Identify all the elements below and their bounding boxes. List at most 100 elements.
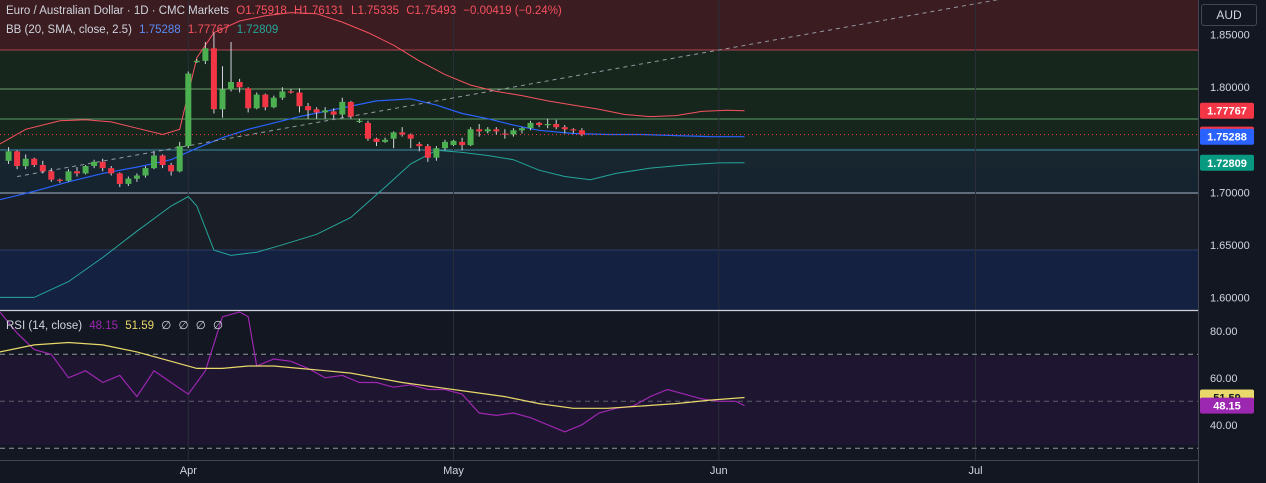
candle[interactable] (296, 88, 303, 113)
candle[interactable] (125, 176, 132, 186)
candle[interactable] (31, 157, 38, 168)
rsi-axis[interactable]: 80.00 60.00 40.00 (1210, 326, 1238, 432)
candle[interactable] (22, 154, 29, 170)
candle[interactable] (382, 137, 389, 143)
ohlc-open: O1.75918 (236, 5, 287, 17)
candle[interactable] (48, 168, 55, 182)
candle[interactable] (493, 127, 500, 135)
candle-body (99, 161, 106, 169)
time-axis[interactable]: Apr May Jun Jul (180, 465, 983, 477)
candle[interactable] (219, 66, 226, 118)
candle[interactable] (433, 146, 440, 161)
candle[interactable] (527, 120, 534, 131)
candle-body (245, 88, 252, 109)
candle[interactable] (193, 58, 200, 64)
candle[interactable] (151, 151, 157, 170)
bb-lower-value: 1.72809 (236, 24, 279, 36)
candle[interactable] (65, 169, 72, 182)
candle[interactable] (570, 128, 577, 134)
candle[interactable] (450, 139, 457, 147)
candle[interactable] (373, 137, 380, 147)
symbol-legend[interactable]: Euro / Australian Dollar · 1D · CMC Mark… (6, 5, 566, 17)
candle[interactable] (168, 162, 175, 176)
candle[interactable] (399, 127, 406, 137)
candle[interactable] (82, 164, 89, 175)
price-tick-label: 1.80000 (1210, 82, 1250, 94)
candle-body (39, 165, 46, 172)
candle[interactable] (245, 87, 252, 113)
candle[interactable] (116, 172, 123, 188)
candle[interactable] (99, 158, 106, 172)
candle[interactable] (108, 166, 115, 176)
candle[interactable] (14, 150, 21, 170)
candle[interactable] (467, 127, 474, 147)
candle[interactable] (236, 78, 243, 93)
candle[interactable] (578, 128, 585, 137)
candle[interactable] (322, 107, 329, 119)
candle[interactable] (416, 141, 423, 152)
candle[interactable] (228, 42, 234, 92)
candle[interactable] (510, 128, 517, 137)
candlesticks[interactable] (5, 32, 585, 188)
candle[interactable] (313, 107, 320, 119)
rsi-legend[interactable]: RSI (14, close) 48.15 51.59 ∅ ∅ ∅ ∅ (6, 318, 227, 332)
price-tag: 1.77767 (1200, 102, 1254, 119)
candle-body (82, 166, 89, 174)
candle[interactable] (347, 100, 354, 119)
candle[interactable] (561, 125, 568, 134)
bb-label[interactable]: BB (20, SMA, close, 2.5) (6, 24, 132, 36)
candle[interactable] (365, 120, 371, 141)
candle[interactable] (39, 160, 46, 174)
candle[interactable] (210, 32, 217, 114)
ohlc-change: −0.00419 (−0.24%) (463, 5, 562, 17)
candle[interactable] (459, 137, 466, 151)
candle[interactable] (287, 89, 294, 94)
candle[interactable] (553, 119, 560, 130)
candle-body (484, 129, 491, 132)
candle[interactable] (330, 108, 337, 119)
candle-body (527, 122, 534, 129)
candle[interactable] (501, 129, 508, 139)
candle[interactable] (176, 141, 183, 173)
candle-body (578, 130, 585, 135)
rsi-extra-2: ∅ (178, 320, 189, 332)
candle[interactable] (262, 93, 269, 111)
candle[interactable] (91, 159, 98, 169)
candle[interactable] (56, 178, 63, 183)
candle[interactable] (74, 167, 80, 177)
candle[interactable] (407, 133, 414, 149)
candle[interactable] (339, 97, 346, 118)
candle[interactable] (442, 139, 448, 151)
candle[interactable] (270, 95, 277, 109)
candle[interactable] (133, 173, 140, 182)
candle[interactable] (544, 118, 551, 129)
ohlc-close: C1.75493 (406, 5, 457, 17)
candle[interactable] (484, 127, 491, 134)
trend-line[interactable] (17, 0, 1095, 178)
candle[interactable] (356, 118, 363, 123)
candle[interactable] (476, 124, 483, 137)
rsi-value: 48.15 (89, 320, 119, 332)
candle[interactable] (305, 102, 312, 119)
rsi-extra-4: ∅ (212, 320, 223, 332)
price-tag-text: 1.77767 (1207, 106, 1247, 118)
currency-button[interactable]: AUD (1201, 4, 1257, 26)
candle[interactable] (159, 154, 166, 169)
candle[interactable] (390, 131, 397, 149)
candle[interactable] (142, 166, 149, 178)
candle[interactable] (279, 87, 286, 100)
candle[interactable] (519, 127, 525, 134)
candle-body (5, 151, 12, 161)
candle[interactable] (424, 143, 431, 162)
candle[interactable] (202, 42, 209, 65)
candle-body (210, 48, 217, 110)
rsi-label[interactable]: RSI (14, close) (6, 320, 83, 332)
candle[interactable] (253, 92, 260, 110)
candle[interactable] (185, 71, 192, 149)
candle[interactable] (536, 121, 543, 128)
symbol-title[interactable]: Euro / Australian Dollar · 1D · CMC Mark… (6, 5, 230, 17)
bb-legend[interactable]: BB (20, SMA, close, 2.5) 1.75288 1.77767… (6, 24, 282, 36)
candle[interactable] (5, 147, 12, 164)
rsi-tag-bg (1200, 397, 1254, 414)
